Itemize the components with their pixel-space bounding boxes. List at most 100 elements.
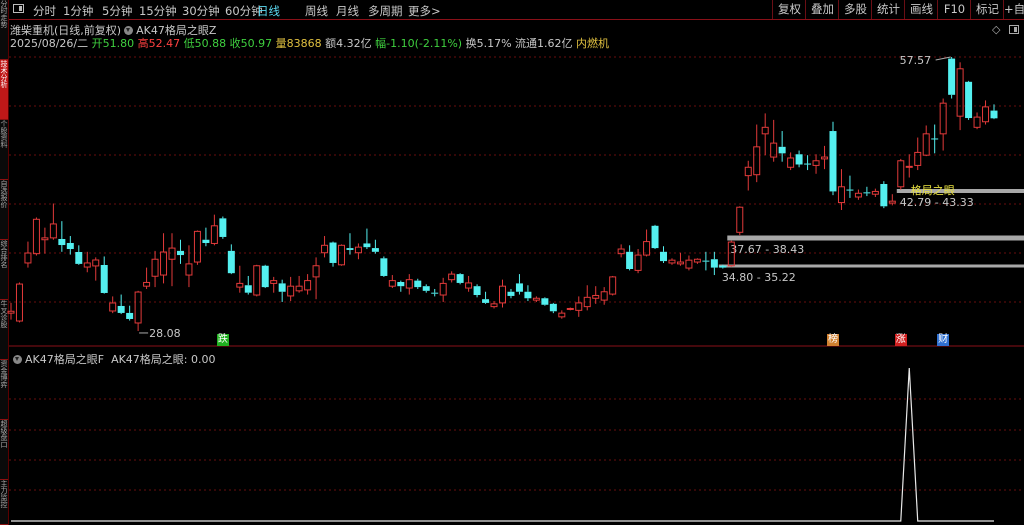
candle-up [668,259,676,264]
event-marker[interactable]: 财 [937,334,950,346]
sidebar-tab[interactable]: 资金博弈 [0,360,8,420]
sidebar-tab[interactable]: 超级盘口 [0,420,8,480]
candle-up [854,192,862,198]
indicator-panel-name[interactable]: AK47格局之眼F [25,353,105,366]
change-label: 幅 [375,37,387,50]
panel-toggle-icon[interactable] [13,4,24,13]
candle-up [270,280,278,284]
sidebar-tab[interactable]: 牛叉诊股 [0,300,8,360]
industry-tag[interactable]: 内燃机 [576,37,610,50]
sidebar-tab[interactable]: 自选报价 [0,180,8,240]
candle-up [897,160,905,188]
candle-down [829,131,837,192]
candle-up [727,241,735,267]
candle-up [592,294,600,299]
price-zone-label: 37.67 - 38.43 [730,243,804,256]
period-tab[interactable]: 分时 [33,4,56,18]
candle-down [202,239,210,243]
candle-up [871,190,879,195]
candle-down [363,243,371,248]
dropdown-circle-icon[interactable] [13,355,22,364]
period-tab[interactable]: 30分钟 [182,4,220,18]
high-value: 52.47 [148,37,181,50]
event-marker[interactable]: 跌 [216,334,229,346]
toolbar-button[interactable]: 统计 [871,0,905,19]
candle-down [990,110,998,119]
panel-toggle-icon[interactable] [1009,25,1019,34]
candle-down [778,146,786,154]
period-tab[interactable]: 5分钟 [102,4,133,18]
toolbar-button[interactable]: 复权 [772,0,806,19]
toolbar-button[interactable]: F10 [937,0,971,19]
indicator-value: AK47格局之眼: 0.00 [111,353,216,366]
price-zone-label: 34.80 - 35.22 [722,271,796,284]
candle-up [439,282,447,296]
candle-down [278,283,286,292]
turnover-label: 换 [465,37,477,50]
indicator-line [11,367,994,522]
candle-up [982,106,990,123]
period-tab[interactable]: 多周期 [368,4,403,18]
sidebar: 分时走势 技术分析 个股资料 自选报价 综合排名 牛叉诊股 资金博弈 超级盘口 主力监控 [0,0,9,525]
candle-up [609,276,617,295]
indicator-name[interactable]: AK47格局之眼Z [136,24,217,37]
toolbar-button[interactable]: 多股 [838,0,872,19]
period-tab[interactable]: 月线 [336,4,359,18]
sidebar-tab[interactable]: 个股资料 [0,120,8,180]
candle-down [456,274,464,283]
candle-up [41,237,49,241]
toolbar-button[interactable]: 标记 [970,0,1004,19]
open-value: 51.80 [102,37,135,50]
candle-up [109,302,117,312]
candle-up [92,259,100,267]
stock-title-row: 潍柴重机(日线,前复权) AK47格局之眼Z [10,22,216,38]
candle-up [15,283,23,322]
period-tab[interactable]: 60分钟 [225,4,263,18]
toolbar-button[interactable]: +自 [1003,0,1024,19]
toolbar-button[interactable]: 画线 [904,0,938,19]
toolbar-button[interactable]: 叠加 [805,0,839,19]
candle-down [651,225,659,249]
candle-up [888,200,896,204]
candle-up [634,254,642,271]
period-tab[interactable]: 15分钟 [139,4,177,18]
amount-value: 4.32亿 [336,37,372,50]
candle-up [185,263,193,276]
diamond-icon[interactable]: ◇ [992,23,1001,36]
candle-up [939,102,947,135]
candle-down [176,250,184,256]
indicator-panel-header: AK47格局之眼F AK47格局之眼: 0.00 [10,351,216,367]
candle-down [380,258,388,276]
event-marker[interactable]: 涨 [894,334,907,346]
dropdown-circle-icon[interactable] [124,26,134,35]
sidebar-tab[interactable]: 综合排名 [0,240,8,300]
candle-up [405,279,413,289]
candle-up [287,285,295,297]
period-tab[interactable]: 周线 [305,4,328,18]
candle-down [804,163,812,165]
period-tab[interactable]: 更多> [408,4,441,18]
candle-down [795,154,803,165]
event-marker[interactable]: 榜 [826,334,839,346]
candle-down [58,238,66,246]
sidebar-tab[interactable]: 分时走势 [0,0,8,60]
candle-down [66,242,74,250]
sidebar-tab[interactable]: 技术分析 [0,60,8,120]
price-zone-band [718,264,1024,268]
candle-up [160,251,168,276]
candle-up [575,302,583,311]
candle-up [956,68,964,117]
candle-down [931,138,939,140]
candle-down [261,265,269,288]
candle-up [676,261,684,265]
candle-up [499,285,506,304]
price-zone-label: 42.79 - 43.33 [900,196,974,209]
candle-down [219,218,227,237]
period-tab[interactable]: 日线 [257,4,280,18]
period-tab[interactable]: 1分钟 [63,4,94,18]
candle-up [321,244,329,254]
candle-up [558,312,566,318]
candle-up [134,291,142,324]
candle-down [515,283,523,292]
